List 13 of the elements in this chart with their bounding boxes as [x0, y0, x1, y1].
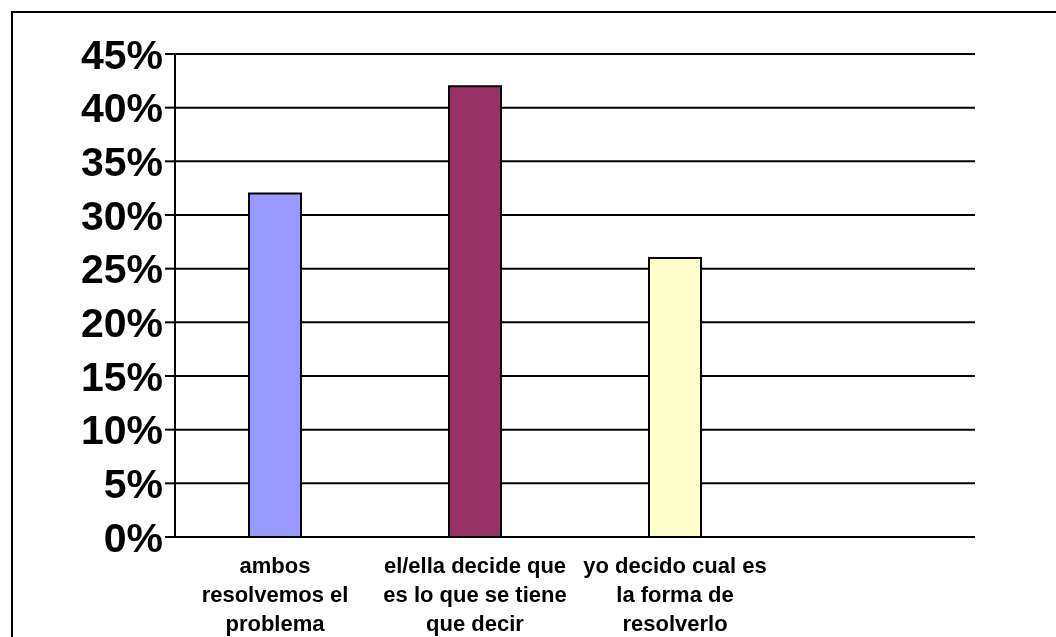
y-tick-label: 40% — [80, 85, 163, 132]
x-tick-label: el/ella decide que es lo que se tiene que decir — [383, 552, 567, 636]
y-tick-label: 20% — [80, 299, 163, 346]
y-tick-label: 45% — [80, 31, 163, 78]
y-tick-label: 15% — [80, 353, 163, 400]
x-tick-label: yo decido cual es la forma de resolverlo — [583, 552, 767, 636]
y-tick-label: 30% — [80, 192, 163, 239]
y-tick-label: 25% — [80, 246, 163, 293]
y-tick-label: 10% — [80, 407, 163, 454]
y-tick-label: 35% — [80, 138, 163, 185]
y-tick-label: 0% — [103, 514, 163, 561]
x-tick-label: ambos resolvemos el problema — [201, 552, 349, 636]
y-tick-label: 5% — [103, 460, 163, 507]
